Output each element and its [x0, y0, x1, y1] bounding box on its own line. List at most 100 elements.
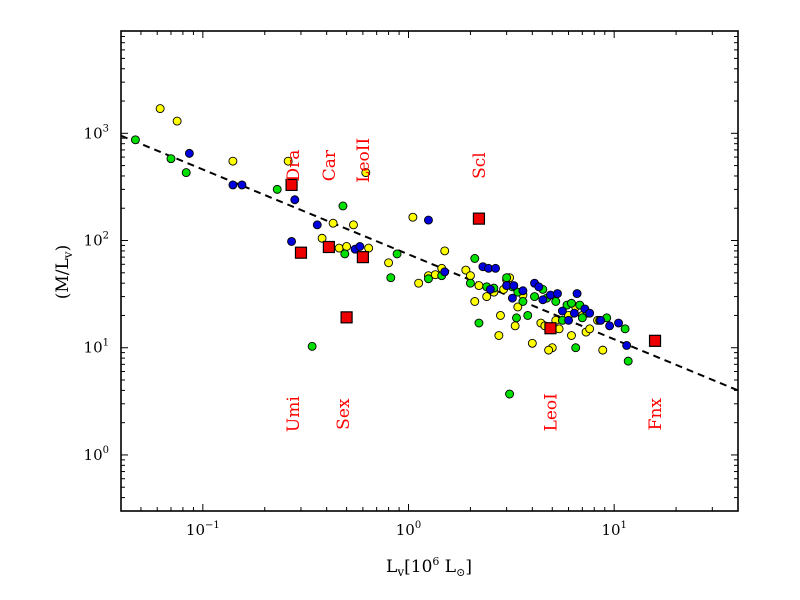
blue-point	[605, 321, 615, 331]
yellow-point	[317, 233, 327, 243]
yellow-point	[482, 292, 492, 302]
dwarf-label-umi: Umi	[284, 396, 304, 432]
green-point	[272, 184, 282, 194]
yellow-point	[414, 278, 424, 288]
yellow-point	[364, 243, 374, 253]
blue-point	[622, 341, 632, 350]
green-point	[567, 298, 576, 308]
blue-point	[290, 195, 300, 205]
green-point	[512, 313, 521, 323]
blue-point	[534, 282, 544, 292]
dwarf-square-point	[285, 178, 298, 192]
green-point	[502, 273, 512, 283]
blue-point	[585, 308, 595, 318]
green-point	[623, 356, 633, 366]
blue-point	[440, 267, 450, 277]
yellow-point	[349, 220, 358, 230]
fit-line	[121, 134, 738, 392]
blue-point	[228, 180, 238, 190]
dwarf-label-leoii: LeoII	[354, 138, 374, 183]
yellow-point	[513, 302, 523, 312]
yellow-point	[328, 218, 338, 228]
blue-point	[596, 315, 606, 325]
dwarf-square-point	[544, 322, 557, 335]
plot-frame	[120, 30, 739, 512]
yellow-point	[361, 168, 371, 178]
dwarf-square-point	[356, 251, 369, 264]
green-point	[392, 249, 402, 259]
yellow-point	[527, 338, 537, 348]
green-point	[620, 324, 630, 334]
x-tick-label: 101	[601, 520, 626, 539]
blue-point	[518, 286, 528, 296]
yellow-point	[567, 331, 576, 340]
yellow-point	[283, 156, 293, 166]
yellow-point	[470, 297, 480, 306]
green-series	[130, 135, 633, 399]
blue-point	[355, 242, 365, 251]
tick-labels: 10−1 100 101 100 101 102 103	[84, 123, 627, 539]
blue-point	[507, 293, 517, 303]
green-point	[423, 274, 433, 284]
yellow-point	[228, 156, 238, 166]
dwarf-square-point	[294, 246, 308, 259]
dwarf-square-point	[472, 212, 486, 225]
plot-area	[121, 104, 738, 399]
blue-point	[485, 284, 495, 294]
y-axis-title: (M/Lv)	[53, 245, 75, 299]
yellow-series	[155, 104, 608, 355]
green-point	[571, 343, 581, 353]
dwarf-label-dra: Dra	[284, 150, 304, 182]
dwarf-label-fnx: Fnx	[646, 398, 666, 431]
x-tick-label: 100	[396, 520, 421, 539]
dwarf-galaxy-labels: Dra Car LeoII Scl Umi Sex LeoI Fnx	[284, 138, 666, 432]
green-point	[465, 278, 475, 288]
blue-point	[553, 289, 562, 299]
yellow-point	[172, 116, 182, 126]
green-point	[518, 297, 528, 306]
yellow-point	[598, 345, 608, 355]
blue-point	[509, 281, 519, 291]
yellow-point	[384, 258, 394, 268]
blue-point	[423, 215, 433, 225]
yellow-point	[342, 242, 352, 251]
green-point	[166, 154, 176, 164]
green-point	[338, 201, 348, 211]
yellow-point	[474, 281, 484, 291]
y-tick-label: 102	[84, 231, 109, 250]
blue-series	[184, 148, 632, 350]
blue-point	[491, 263, 501, 273]
blue-point	[569, 308, 579, 318]
red-series	[285, 178, 662, 347]
blue-point	[614, 318, 623, 328]
blue-point	[572, 289, 582, 299]
yellow-point	[496, 311, 505, 320]
axis-ticks	[120, 30, 739, 512]
blue-point	[557, 306, 567, 316]
blue-point	[312, 220, 322, 230]
x-tick-label: 10−1	[186, 520, 220, 539]
blue-point	[237, 180, 247, 190]
y-tick-label: 103	[84, 123, 109, 142]
dwarf-label-scl: Scl	[470, 152, 490, 179]
dwarf-label-leoi: LeoI	[541, 393, 561, 431]
green-point	[577, 313, 587, 323]
green-point	[307, 341, 317, 351]
green-point	[530, 292, 539, 302]
green-point	[470, 254, 480, 263]
dwarf-square-point	[340, 311, 353, 324]
green-point	[474, 318, 484, 328]
y-tick-label: 101	[84, 338, 109, 357]
blue-point	[184, 148, 194, 158]
yellow-point	[408, 212, 418, 222]
green-point	[130, 135, 140, 145]
dwarf-square-point	[648, 334, 662, 347]
green-point	[523, 311, 533, 320]
green-point	[340, 249, 350, 259]
green-point	[505, 389, 515, 399]
yellow-point	[465, 271, 475, 281]
yellow-point	[440, 246, 450, 256]
blue-point	[538, 295, 548, 305]
y-tick-label: 100	[84, 445, 109, 464]
blue-point	[564, 315, 573, 325]
